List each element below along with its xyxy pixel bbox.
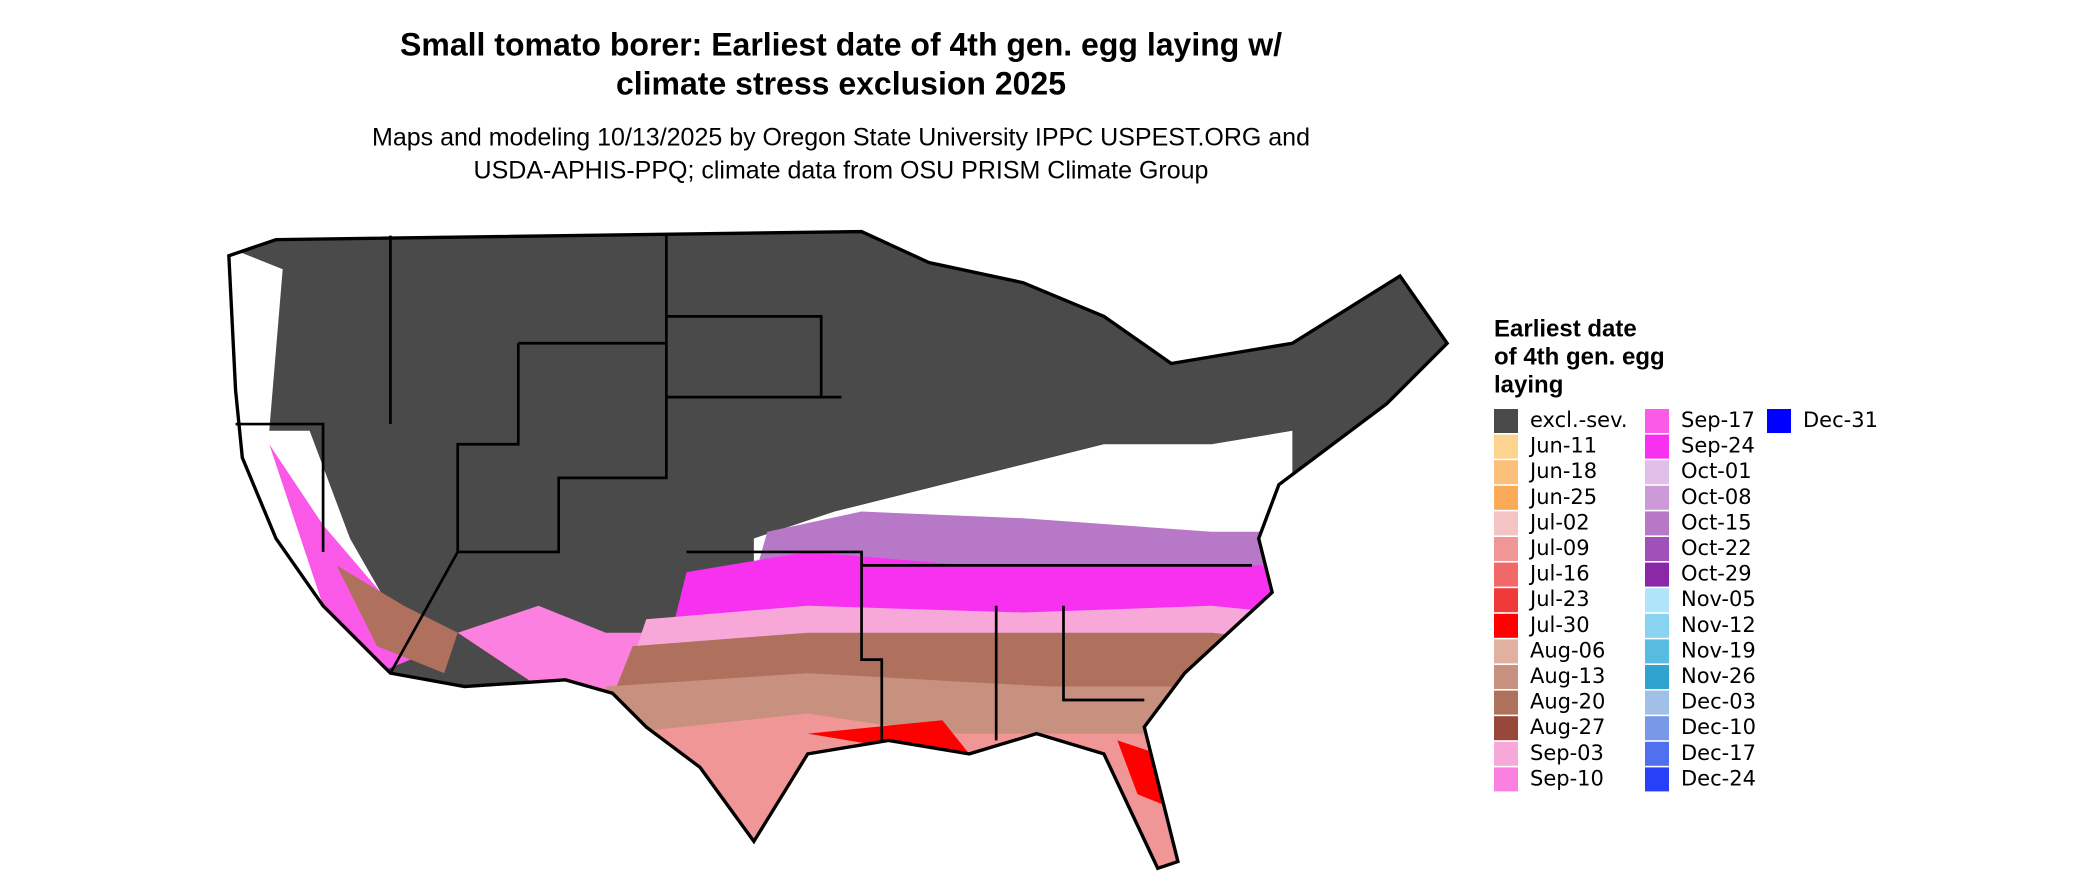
- legend-title: of 4th gen. egg: [1494, 343, 1665, 370]
- legend-swatch: [1645, 460, 1669, 485]
- legend-label: Aug-13: [1530, 664, 1605, 688]
- legend-label: Nov-05: [1681, 587, 1756, 611]
- subtitle: USDA-APHIS-PPQ; climate data from OSU PR…: [474, 157, 1209, 185]
- legend-swatch: [1494, 537, 1518, 561]
- legend-label: Dec-17: [1681, 741, 1756, 765]
- legend-swatch: [1645, 741, 1669, 766]
- legend-label: Oct-08: [1681, 485, 1752, 509]
- legend-swatch: [1645, 409, 1669, 433]
- legend-swatch: [1494, 434, 1518, 459]
- legend-label: Aug-20: [1530, 690, 1605, 714]
- legend-label: Aug-27: [1530, 715, 1605, 739]
- legend-label: Oct-29: [1681, 562, 1752, 586]
- legend-swatch: [1494, 485, 1518, 510]
- legend-swatch: [1494, 741, 1518, 766]
- legend-swatch: [1645, 537, 1669, 561]
- legend-label: Dec-31: [1803, 408, 1878, 432]
- legend-swatch: [1494, 767, 1518, 792]
- legend-swatch: [1494, 562, 1518, 587]
- legend-label: Jul-02: [1528, 510, 1590, 534]
- legend-label: Nov-26: [1681, 664, 1756, 688]
- map: [227, 229, 1450, 871]
- legend-swatch: [1645, 613, 1669, 638]
- legend-label: Nov-12: [1681, 613, 1756, 637]
- legend-swatch: [1645, 665, 1669, 689]
- legend-swatch: [1494, 588, 1518, 613]
- title: Small tomato borer: Earliest date of 4th…: [400, 26, 1282, 62]
- legend-swatch: [1645, 690, 1669, 715]
- legend-swatch: [1767, 409, 1791, 433]
- legend-swatch: [1494, 716, 1518, 741]
- legend-label: excl.-sev.: [1530, 408, 1628, 432]
- legend-swatch: [1645, 767, 1669, 792]
- legend-label: Jul-30: [1528, 613, 1590, 637]
- legend-swatch: [1494, 665, 1518, 689]
- legend-swatch: [1494, 409, 1518, 433]
- legend-label: Aug-06: [1530, 638, 1605, 662]
- legend-label: Dec-10: [1681, 715, 1756, 739]
- subtitle: Maps and modeling 10/13/2025 by Oregon S…: [372, 124, 1310, 152]
- legend-label: Jul-23: [1528, 587, 1590, 611]
- legend-swatch: [1645, 562, 1669, 587]
- legend-swatch: [1494, 639, 1518, 664]
- legend-label: Oct-15: [1681, 510, 1752, 534]
- legend-swatch: [1645, 588, 1669, 613]
- legend-swatch: [1645, 716, 1669, 741]
- legend-swatch: [1645, 434, 1669, 459]
- legend-label: Oct-22: [1681, 536, 1752, 560]
- legend-label: Jul-16: [1528, 562, 1590, 586]
- legend-label: Dec-03: [1681, 690, 1756, 714]
- legend-label: Sep-10: [1530, 766, 1604, 790]
- legend-swatch: [1645, 639, 1669, 664]
- legend-label: Nov-19: [1681, 638, 1756, 662]
- legend-swatch: [1494, 460, 1518, 485]
- legend-swatch: [1494, 511, 1518, 536]
- legend-label: Jul-09: [1528, 536, 1590, 560]
- legend-label: Jun-25: [1528, 485, 1597, 509]
- legend-label: Sep-24: [1681, 434, 1755, 458]
- legend-label: Jun-18: [1528, 459, 1597, 483]
- legend-swatch: [1494, 613, 1518, 638]
- legend-label: Sep-17: [1681, 408, 1755, 432]
- legend-swatch: [1645, 485, 1669, 510]
- legend-swatch: [1645, 511, 1669, 536]
- legend-label: Dec-24: [1681, 766, 1756, 790]
- legend-title: Earliest date: [1494, 315, 1637, 342]
- legend-label: Oct-01: [1681, 459, 1752, 483]
- title: climate stress exclusion 2025: [616, 65, 1066, 101]
- legend: excl.-sev.Jun-11Jun-18Jun-25Jul-02Jul-09…: [1494, 408, 1878, 792]
- legend-label: Jun-11: [1528, 434, 1597, 458]
- legend-label: Sep-03: [1530, 741, 1604, 765]
- legend-title: laying: [1494, 371, 1563, 398]
- legend-swatch: [1494, 690, 1518, 715]
